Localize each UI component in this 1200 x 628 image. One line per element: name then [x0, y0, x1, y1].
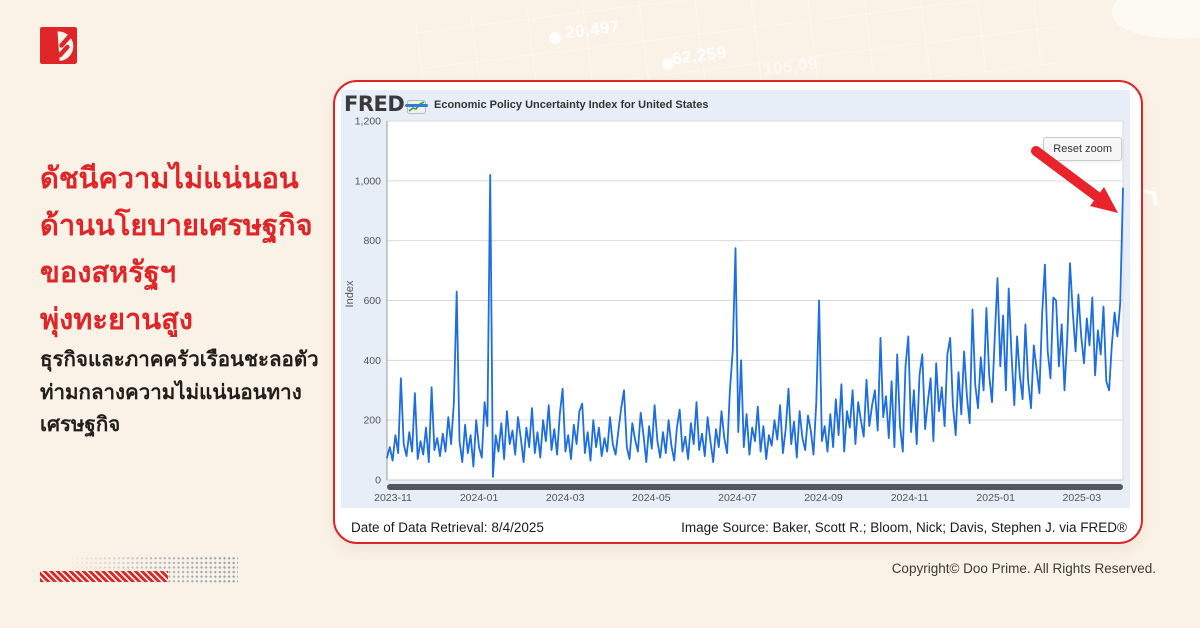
fred-logo: FRED — [344, 92, 427, 116]
watermark-number: 62,259 — [670, 42, 728, 69]
headline-line: ด้านนโยบายเศรษฐกิจ — [40, 210, 313, 242]
x-tick-label: 2024-09 — [804, 492, 843, 504]
epu-line-chart: 0 200 400 600 800 1,000 1,200 2023-11 2024-01 202… — [355, 116, 1124, 504]
x-tick-label: 2025-01 — [976, 492, 1015, 504]
headline-line: ของสหรัฐฯ — [40, 257, 177, 289]
image-source-credit: Image Source: Baker, Scott R.; Bloom, Ni… — [681, 520, 1127, 535]
x-tick-label: 2024-11 — [891, 492, 929, 504]
card-footer: Date of Data Retrieval: 8/4/2025 Image S… — [351, 520, 1127, 535]
chart-header: FRED Economic Policy Uncertainty Index f… — [341, 90, 1130, 120]
x-tick-label: 2024-01 — [460, 492, 499, 504]
legend-label: Economic Policy Uncertainty Index for Un… — [434, 99, 709, 111]
y-tick-label: 200 — [363, 415, 381, 427]
fred-wordmark: FRED — [344, 92, 405, 116]
watermark-dot — [662, 58, 674, 70]
y-tick-label: 1,200 — [355, 116, 381, 128]
background-decoration — [1104, 0, 1200, 55]
chart-scrollbar[interactable] — [387, 484, 1123, 490]
subheadline-line: เศรษฐกิจ — [40, 413, 121, 436]
subheadline-line: ธุรกิจและภาคครัวเรือนชะลอตัว — [40, 348, 319, 371]
x-tick-label: 2024-05 — [632, 492, 671, 504]
watermark-number: 105,09 — [761, 53, 819, 80]
x-tick-label: 2024-03 — [546, 492, 585, 504]
reset-zoom-button[interactable]: Reset zoom — [1043, 137, 1122, 161]
x-tick-label: 2024-07 — [718, 492, 757, 504]
doo-prime-logo — [40, 27, 77, 64]
subheadline-line: ท่ามกลางความไม่แน่นอนทาง — [40, 380, 302, 404]
watermark-number: 20,497 — [563, 16, 621, 43]
y-tick-label: 0 — [375, 475, 381, 487]
copyright-text: Copyright© Doo Prime. All Rights Reserve… — [891, 561, 1156, 576]
headline-line: พุ่งทะยานสูง — [40, 304, 193, 336]
x-tick-label: 2025-03 — [1063, 492, 1102, 504]
headline-thai: ดัชนีความไม่แน่นอน ด้านนโยบายเศรษฐกิจ ขอ… — [40, 156, 345, 344]
y-axis-title: Index — [344, 280, 356, 308]
headline-line: ดัชนีความไม่แน่นอน — [40, 163, 299, 195]
chart-legend-item[interactable]: Economic Policy Uncertainty Index for Un… — [405, 99, 708, 111]
y-tick-label: 600 — [363, 295, 381, 307]
red-hatch-bar-decoration — [40, 571, 168, 582]
x-tick-label: 2023-11 — [374, 492, 412, 504]
series-line — [386, 174, 1124, 478]
data-retrieval-date: Date of Data Retrieval: 8/4/2025 — [351, 520, 544, 535]
chart-card: FRED Economic Policy Uncertainty Index f… — [333, 80, 1143, 544]
doo-prime-logo-icon — [40, 27, 77, 64]
legend-line-swatch — [405, 103, 428, 107]
y-tick-label: 400 — [363, 355, 381, 367]
fred-chart-widget: FRED Economic Policy Uncertainty Index f… — [341, 90, 1130, 508]
y-tick-label: 1,000 — [355, 175, 381, 187]
subheadline-thai: ธุรกิจและภาคครัวเรือนชะลอตัว ท่ามกลางควา… — [40, 344, 350, 442]
y-tick-label: 800 — [363, 235, 381, 247]
watermark-dot — [549, 32, 561, 44]
